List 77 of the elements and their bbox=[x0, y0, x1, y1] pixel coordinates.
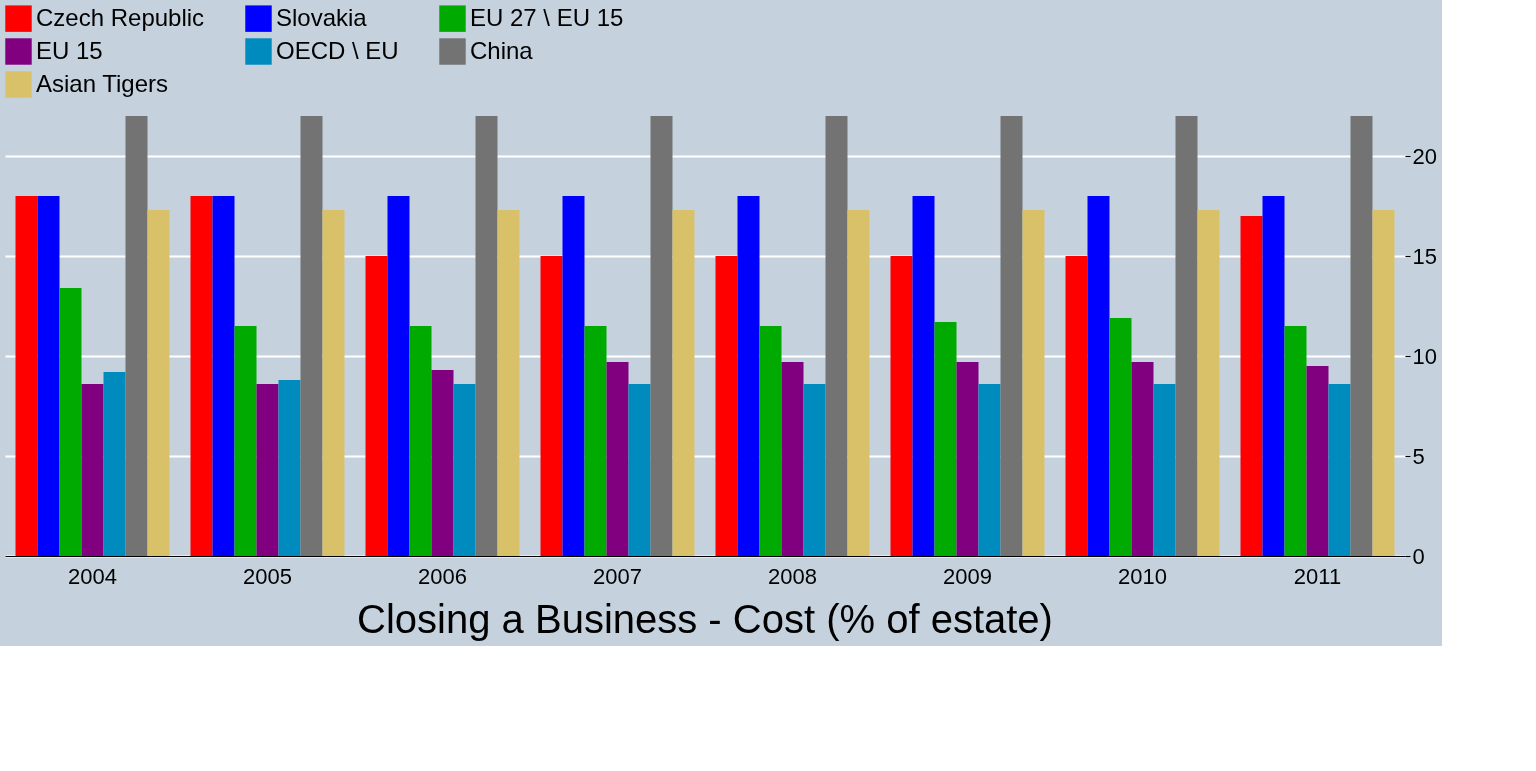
legend-label: OECD \ EU bbox=[276, 36, 399, 64]
x-tick-label: 2004 bbox=[68, 563, 117, 589]
bar bbox=[365, 256, 388, 556]
bar bbox=[81, 384, 104, 556]
x-tick-label: 2011 bbox=[1293, 563, 1342, 589]
bar bbox=[212, 196, 235, 556]
bar bbox=[125, 116, 148, 556]
x-tick-label: 2007 bbox=[593, 563, 642, 589]
bar bbox=[409, 326, 432, 556]
bar bbox=[190, 196, 213, 556]
bar bbox=[1153, 384, 1176, 556]
bar bbox=[1372, 210, 1395, 556]
bar bbox=[37, 196, 60, 556]
x-tick-label: 2009 bbox=[943, 563, 992, 589]
bar bbox=[606, 362, 629, 556]
bar bbox=[737, 196, 760, 556]
bar bbox=[781, 362, 804, 556]
legend-label: EU 27 \ EU 15 bbox=[470, 3, 624, 31]
bar bbox=[978, 384, 1001, 556]
bar bbox=[759, 326, 782, 556]
x-tick-label: 2006 bbox=[418, 563, 467, 589]
bar bbox=[431, 370, 454, 556]
bar bbox=[825, 116, 848, 556]
bar bbox=[1175, 116, 1198, 556]
legend-label: Asian Tigers bbox=[36, 69, 169, 97]
bar bbox=[1109, 318, 1132, 556]
bar bbox=[847, 210, 870, 556]
bar bbox=[1131, 362, 1154, 556]
bar bbox=[562, 196, 585, 556]
legend-label: Slovakia bbox=[276, 3, 368, 31]
bar bbox=[322, 210, 345, 556]
bar bbox=[1284, 326, 1307, 556]
bar bbox=[672, 210, 695, 556]
bar bbox=[715, 256, 738, 556]
x-tick-label: 2010 bbox=[1118, 563, 1167, 589]
bar bbox=[803, 384, 826, 556]
bar bbox=[1262, 196, 1285, 556]
bar bbox=[540, 256, 563, 556]
bar bbox=[956, 362, 979, 556]
bar bbox=[1197, 210, 1220, 556]
bar bbox=[650, 116, 673, 556]
bar bbox=[475, 116, 498, 556]
bar bbox=[497, 210, 520, 556]
y-tick-label: 0 bbox=[1412, 543, 1425, 569]
bar bbox=[59, 288, 82, 556]
bar bbox=[103, 372, 126, 556]
text: Closing a Business - Cost (% of estate) bbox=[357, 597, 1053, 641]
legend-label: Czech Republic bbox=[36, 3, 205, 31]
x-tick-label: 2005 bbox=[243, 563, 292, 589]
bar bbox=[256, 384, 279, 556]
bar bbox=[1022, 210, 1045, 556]
bar bbox=[1000, 116, 1023, 556]
bar bbox=[1350, 116, 1373, 556]
y-tick-label: 10 bbox=[1412, 343, 1437, 369]
bar bbox=[453, 384, 476, 556]
bar bbox=[278, 380, 301, 556]
bar bbox=[628, 384, 651, 556]
bar bbox=[584, 326, 607, 556]
bar bbox=[1065, 256, 1088, 556]
legend-label: China bbox=[470, 36, 534, 64]
bar bbox=[15, 196, 38, 556]
bar bbox=[1240, 216, 1263, 556]
bar bbox=[234, 326, 257, 556]
bar bbox=[147, 210, 170, 556]
y-tick-label: 15 bbox=[1412, 243, 1437, 269]
bar bbox=[1328, 384, 1351, 556]
bar bbox=[387, 196, 410, 556]
bar bbox=[1087, 196, 1110, 556]
y-tick-label: 5 bbox=[1412, 443, 1425, 469]
legend-label: EU 15 bbox=[36, 36, 103, 64]
bar bbox=[934, 322, 957, 556]
bar bbox=[300, 116, 323, 556]
y-tick-label: 20 bbox=[1412, 143, 1437, 169]
bar bbox=[912, 196, 935, 556]
bar bbox=[1306, 366, 1329, 556]
x-tick-label: 2008 bbox=[768, 563, 817, 589]
bar bbox=[890, 256, 913, 556]
